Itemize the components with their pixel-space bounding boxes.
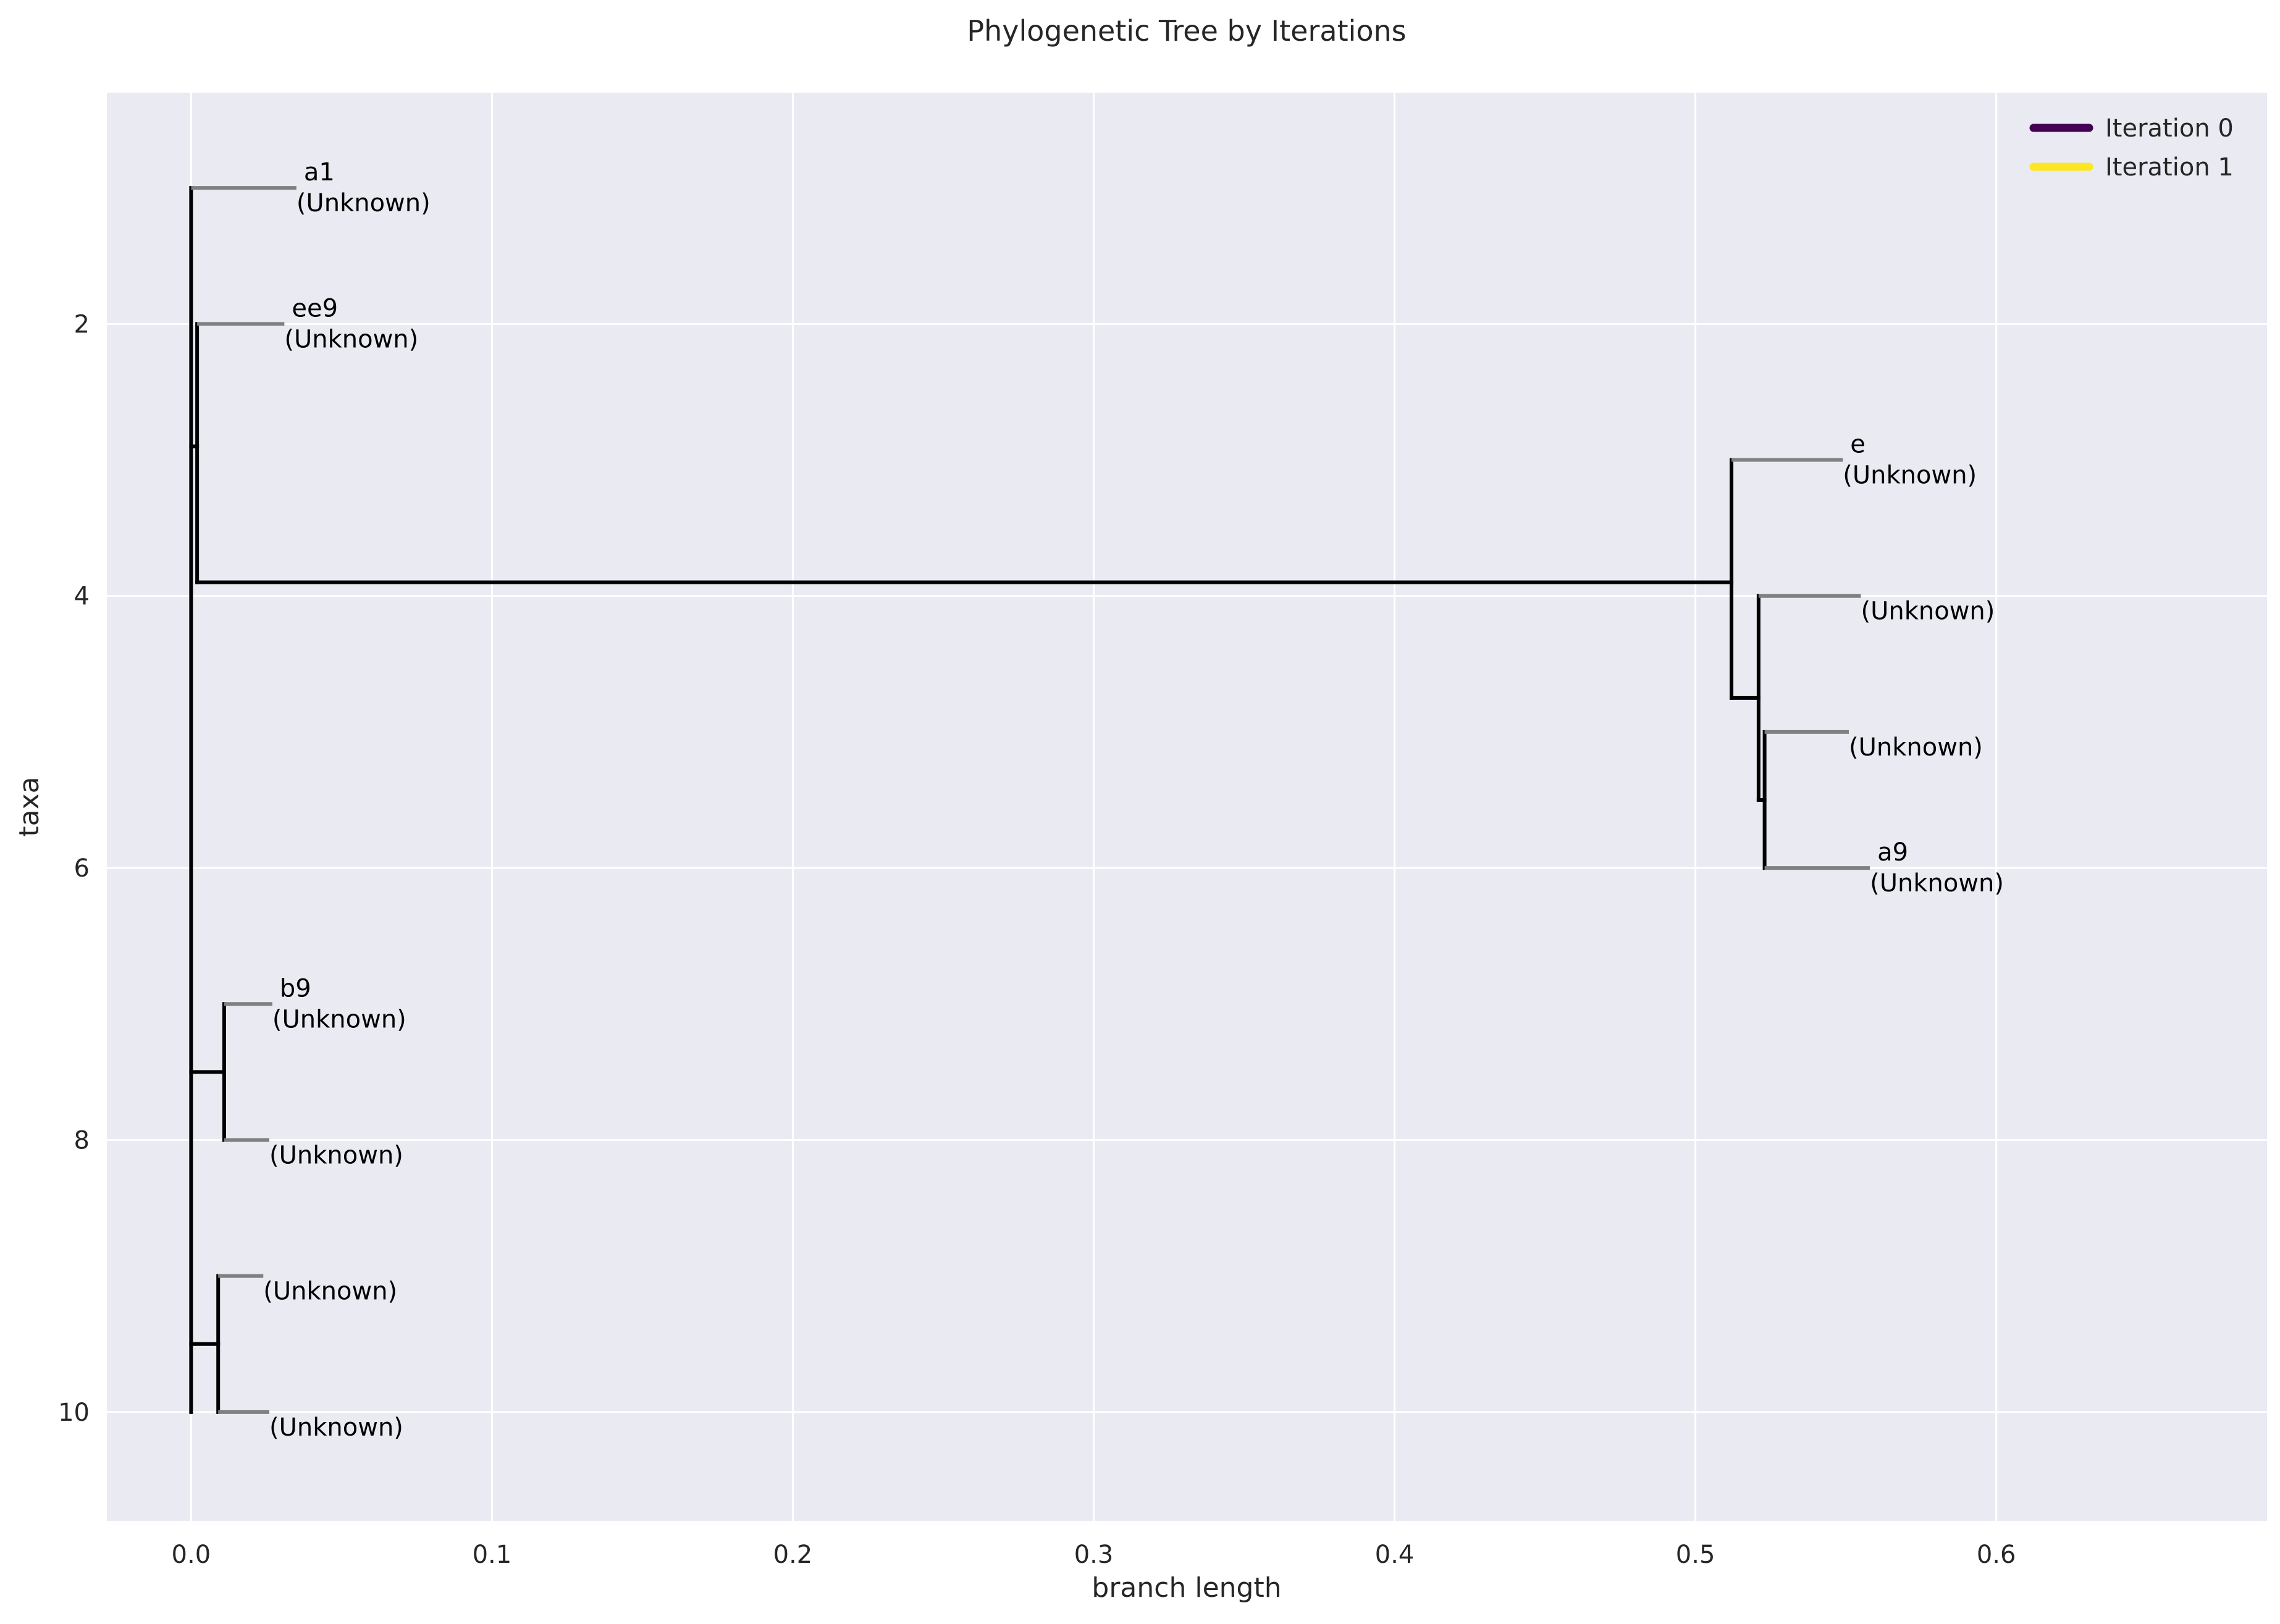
axis-ticks: 0.0 0.1 0.2 0.3 0.4 0.5 0.6 2 4 6 8 10 [58, 310, 2016, 1569]
tree-branches [189, 186, 1767, 1414]
leaf-group-label: (Unknown) [1843, 461, 1977, 490]
x-tick-label: 0.2 [773, 1541, 813, 1569]
leaf-group-label: (Unknown) [297, 189, 431, 217]
legend-label-iteration-0: Iteration 0 [2105, 114, 2234, 143]
plot-area [107, 93, 2267, 1521]
x-axis-label: branch length [1092, 1572, 1281, 1604]
x-tick-label: 0.1 [473, 1541, 512, 1569]
tree-leaves: a1(Unknown)ee9(Unknown)e(Unknown)(Unknow… [191, 158, 2004, 1442]
leaf-name-label: a1 [304, 158, 335, 187]
leaf-name-label: a9 [1877, 838, 1908, 867]
y-tick-label: 8 [74, 1126, 90, 1155]
x-tick-label: 0.0 [172, 1541, 211, 1569]
leaf-group-label: (Unknown) [269, 1141, 403, 1169]
leaf-name-label: b9 [280, 974, 311, 1003]
leaf-group-label: (Unknown) [263, 1277, 397, 1306]
legend: Iteration 0 Iteration 1 [2029, 114, 2234, 182]
y-tick-label: 6 [74, 854, 90, 883]
y-tick-label: 4 [74, 583, 90, 611]
y-tick-label: 10 [58, 1399, 90, 1427]
leaf-group-label: (Unknown) [284, 325, 418, 353]
leaf-group-label: (Unknown) [1861, 597, 1995, 626]
leaf-name-label: e [1850, 431, 1866, 459]
leaf-name-label: ee9 [292, 294, 338, 322]
leaf-group-label: (Unknown) [272, 1005, 406, 1033]
y-tick-label: 2 [74, 310, 90, 339]
leaf-group-label: (Unknown) [269, 1413, 403, 1442]
x-tick-label: 0.4 [1375, 1541, 1415, 1569]
leaf-group-label: (Unknown) [1849, 733, 1983, 762]
y-axis-label: taxa [14, 776, 45, 836]
x-tick-label: 0.3 [1074, 1541, 1114, 1569]
x-tick-label: 0.6 [1977, 1541, 2016, 1569]
leaf-group-label: (Unknown) [1870, 869, 2004, 898]
x-tick-label: 0.5 [1676, 1541, 1715, 1569]
chart-title: Phylogenetic Tree by Iterations [967, 14, 1406, 48]
legend-label-iteration-1: Iteration 1 [2105, 153, 2234, 182]
grid [107, 93, 2267, 1521]
